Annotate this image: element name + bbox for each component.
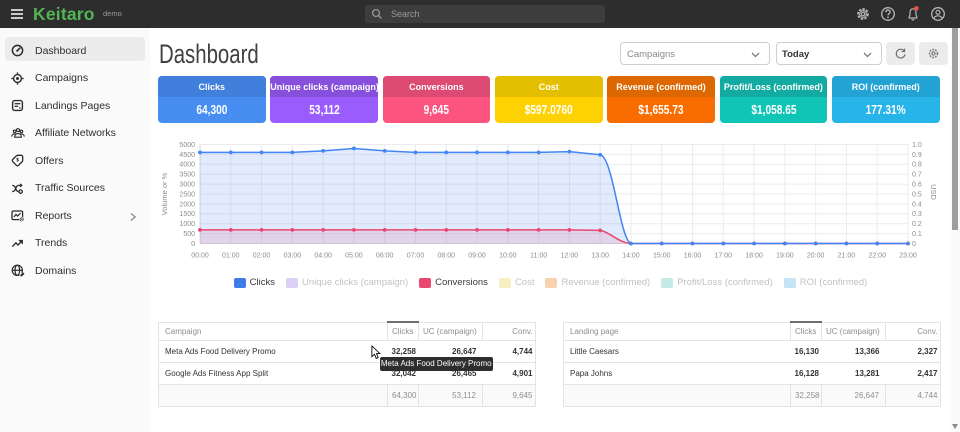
svg-text:01:00: 01:00: [222, 253, 240, 260]
svg-text:15:00: 15:00: [653, 253, 671, 260]
svg-text:4500: 4500: [179, 152, 195, 159]
svg-text:0.4: 0.4: [912, 201, 922, 208]
svg-text:18:00: 18:00: [745, 253, 763, 260]
svg-text:05:00: 05:00: [345, 253, 363, 260]
svg-text:1.0: 1.0: [912, 142, 922, 149]
svg-text:06:00: 06:00: [376, 253, 394, 260]
svg-text:11:00: 11:00: [530, 253, 547, 260]
svg-text:07:00: 07:00: [407, 253, 425, 260]
svg-text:17:00: 17:00: [715, 253, 733, 260]
svg-text:20:00: 20:00: [807, 253, 825, 260]
svg-text:0.2: 0.2: [912, 221, 922, 228]
svg-text:04:00: 04:00: [314, 253, 332, 260]
svg-text:4000: 4000: [179, 162, 195, 169]
svg-text:0.7: 0.7: [912, 172, 922, 179]
svg-text:23:00: 23:00: [899, 253, 917, 260]
svg-text:0: 0: [191, 241, 195, 248]
svg-text:12:00: 12:00: [561, 253, 579, 260]
svg-text:3000: 3000: [179, 182, 195, 189]
svg-text:3500: 3500: [179, 172, 195, 179]
svg-text:00:00: 00:00: [191, 253, 209, 260]
svg-text:0.8: 0.8: [912, 162, 922, 169]
svg-text:21:00: 21:00: [838, 253, 856, 260]
svg-text:0.9: 0.9: [912, 152, 922, 159]
svg-text:0: 0: [912, 241, 916, 248]
svg-text:0.3: 0.3: [912, 211, 922, 218]
svg-text:10:00: 10:00: [499, 253, 517, 260]
svg-text:0.5: 0.5: [912, 191, 922, 198]
svg-text:USD: USD: [929, 184, 938, 200]
svg-text:0.6: 0.6: [912, 182, 922, 189]
svg-text:09:00: 09:00: [468, 253, 486, 260]
svg-text:02:00: 02:00: [253, 253, 271, 260]
svg-text:1000: 1000: [179, 221, 195, 228]
svg-text:5000: 5000: [179, 142, 195, 149]
svg-text:2500: 2500: [179, 191, 195, 198]
svg-text:14:00: 14:00: [622, 253, 640, 260]
svg-text:500: 500: [183, 231, 195, 238]
svg-text:03:00: 03:00: [284, 253, 302, 260]
svg-text:0.1: 0.1: [912, 231, 922, 238]
svg-text:19:00: 19:00: [776, 253, 794, 260]
svg-text:22:00: 22:00: [868, 253, 886, 260]
svg-text:2000: 2000: [179, 201, 195, 208]
svg-text:1500: 1500: [179, 211, 195, 218]
svg-text:13:00: 13:00: [591, 253, 609, 260]
svg-text:08:00: 08:00: [437, 253, 455, 260]
svg-text:16:00: 16:00: [684, 253, 702, 260]
svg-text:Volume or %: Volume or %: [160, 172, 169, 215]
